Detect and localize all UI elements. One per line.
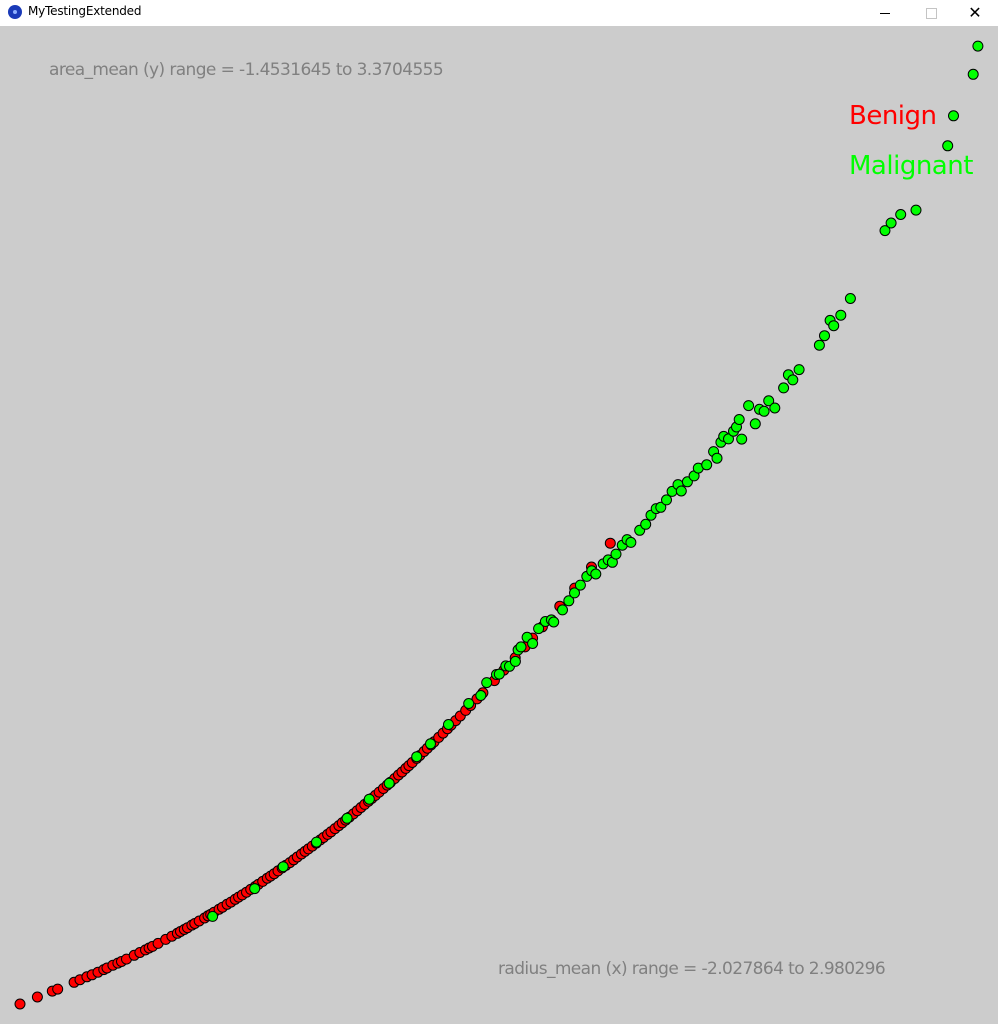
malignant-point <box>557 604 568 616</box>
malignant-point <box>425 738 436 750</box>
malignant-point <box>590 568 602 580</box>
malignant-point <box>363 793 375 805</box>
malignant-point <box>569 587 580 599</box>
malignant-point <box>828 320 840 332</box>
maximize-button[interactable] <box>908 0 954 26</box>
malignant-point <box>515 641 527 653</box>
y-range-label: area_mean (y) range = -1.4531645 to 3.37… <box>49 60 444 80</box>
malignant-point <box>640 518 652 530</box>
malignant-point <box>778 382 790 394</box>
close-button[interactable]: ✕ <box>952 0 998 26</box>
malignant-point <box>527 638 539 649</box>
malignant-point <box>723 433 734 445</box>
malignant-point <box>743 400 755 412</box>
close-icon: ✕ <box>968 3 982 22</box>
malignant-point <box>879 225 891 237</box>
malignant-point <box>972 40 984 52</box>
malignant-point <box>701 459 713 471</box>
malignant-point <box>758 405 770 417</box>
malignant-point <box>574 579 586 591</box>
malignant-point <box>481 677 493 689</box>
malignant-point <box>675 485 687 497</box>
malignant-point <box>711 452 723 464</box>
malignant-point <box>563 595 575 607</box>
malignant-point <box>475 690 487 701</box>
malignant-point <box>625 536 637 548</box>
benign-point <box>14 998 26 1010</box>
malignant-point <box>787 374 799 386</box>
malignant-point <box>661 494 672 506</box>
malignant-point <box>736 433 748 445</box>
malignant-point <box>942 140 954 152</box>
benign-point <box>604 537 616 549</box>
benign-point <box>31 991 43 1003</box>
malignant-point <box>835 309 847 321</box>
malignant-point <box>844 293 856 304</box>
malignant-point <box>763 395 775 407</box>
minimize-icon <box>880 12 890 14</box>
malignant-point <box>749 418 761 430</box>
legend-malignant: Malignant <box>849 151 973 181</box>
points-layer <box>14 40 984 1010</box>
malignant-point <box>341 812 353 824</box>
malignant-point <box>733 414 745 425</box>
malignant-point <box>411 751 423 763</box>
malignant-point <box>311 836 322 848</box>
x-range-label: radius_mean (x) range = -2.027864 to 2.9… <box>498 959 886 979</box>
malignant-point <box>207 910 219 922</box>
malignant-point <box>548 616 560 628</box>
plot-canvas: area_mean (y) range = -1.4531645 to 3.37… <box>0 26 998 1024</box>
window-titlebar: MyTestingExtended ✕ <box>0 0 998 26</box>
malignant-point <box>910 204 922 216</box>
minimize-button[interactable] <box>862 0 908 26</box>
malignant-point <box>895 209 907 220</box>
malignant-point <box>533 623 545 635</box>
malignant-point <box>885 217 897 229</box>
malignant-point <box>509 655 521 667</box>
malignant-point <box>277 861 289 873</box>
app-icon <box>8 5 22 19</box>
maximize-icon <box>925 7 937 19</box>
malignant-point <box>769 402 781 414</box>
benign-point <box>52 983 64 995</box>
legend-benign: Benign <box>849 101 937 131</box>
malignant-point <box>249 883 261 895</box>
scatter-plot <box>14 40 984 1010</box>
malignant-point <box>610 548 622 560</box>
malignant-point <box>819 330 830 342</box>
malignant-point <box>793 364 805 376</box>
malignant-point <box>443 719 454 730</box>
malignant-point <box>813 339 825 351</box>
malignant-point <box>655 501 667 513</box>
malignant-point <box>967 68 979 80</box>
window-title: MyTestingExtended <box>28 4 142 18</box>
malignant-point <box>383 777 395 789</box>
malignant-point <box>463 698 475 709</box>
malignant-point <box>948 110 959 122</box>
malignant-point <box>493 668 505 680</box>
